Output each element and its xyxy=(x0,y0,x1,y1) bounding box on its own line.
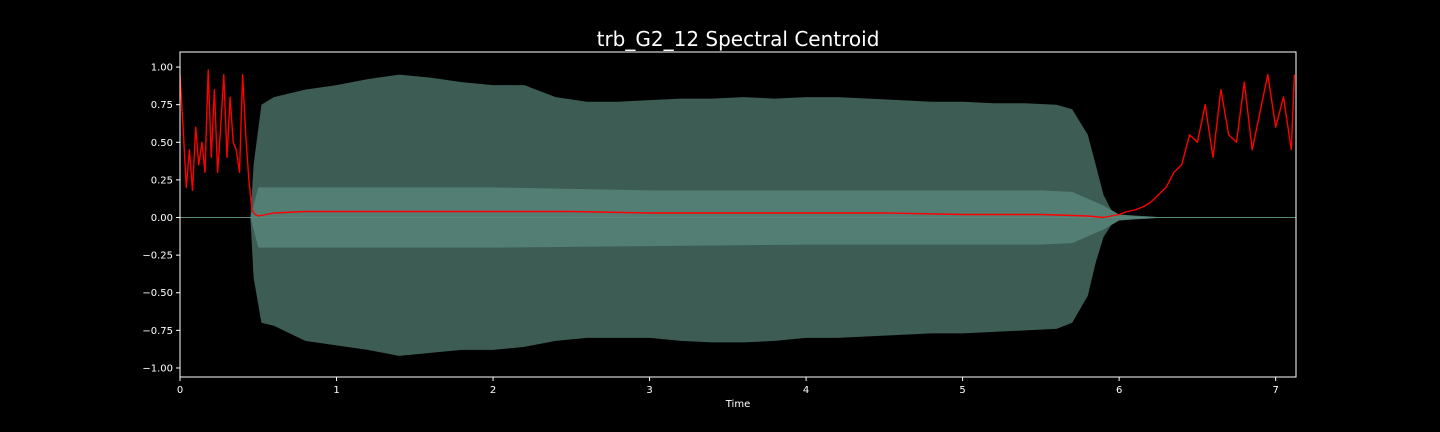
x-tick-label: 7 xyxy=(1272,385,1278,396)
y-tick-label: −0.75 xyxy=(142,326,173,337)
x-tick-label: 2 xyxy=(490,385,496,396)
y-tick-label: −0.50 xyxy=(142,288,173,299)
x-tick-label: 4 xyxy=(803,385,809,396)
chart-title: trb_G2_12 Spectral Centroid xyxy=(597,27,880,51)
spectral-centroid-line xyxy=(179,69,1296,219)
x-tick-label: 1 xyxy=(333,385,339,396)
y-axis: 1.00 0.75 0.50 0.25 0.00 −0.25 −0.50 −0.75 −1.00 xyxy=(142,63,180,374)
x-tick-label: 3 xyxy=(646,385,652,396)
y-tick-label: 0.50 xyxy=(151,138,173,149)
y-tick-label: 1.00 xyxy=(151,63,173,74)
x-axis: 0 1 2 3 4 5 6 7 xyxy=(177,377,1279,396)
y-tick-label: −0.25 xyxy=(142,251,173,262)
axes-frame xyxy=(179,51,1297,378)
x-tick-label: 6 xyxy=(1116,385,1122,396)
y-tick-label: 0.25 xyxy=(151,175,173,186)
x-tick-label: 0 xyxy=(177,385,183,396)
centroid-layer xyxy=(179,69,1296,219)
x-axis-label: Time xyxy=(725,399,750,410)
y-tick-label: 0.00 xyxy=(151,213,173,224)
waveform-layer xyxy=(180,74,1296,356)
y-tick-label: −1.00 xyxy=(142,363,173,374)
x-tick-label: 5 xyxy=(959,385,965,396)
y-tick-label: 0.75 xyxy=(151,100,173,111)
plot-area xyxy=(179,51,1297,378)
